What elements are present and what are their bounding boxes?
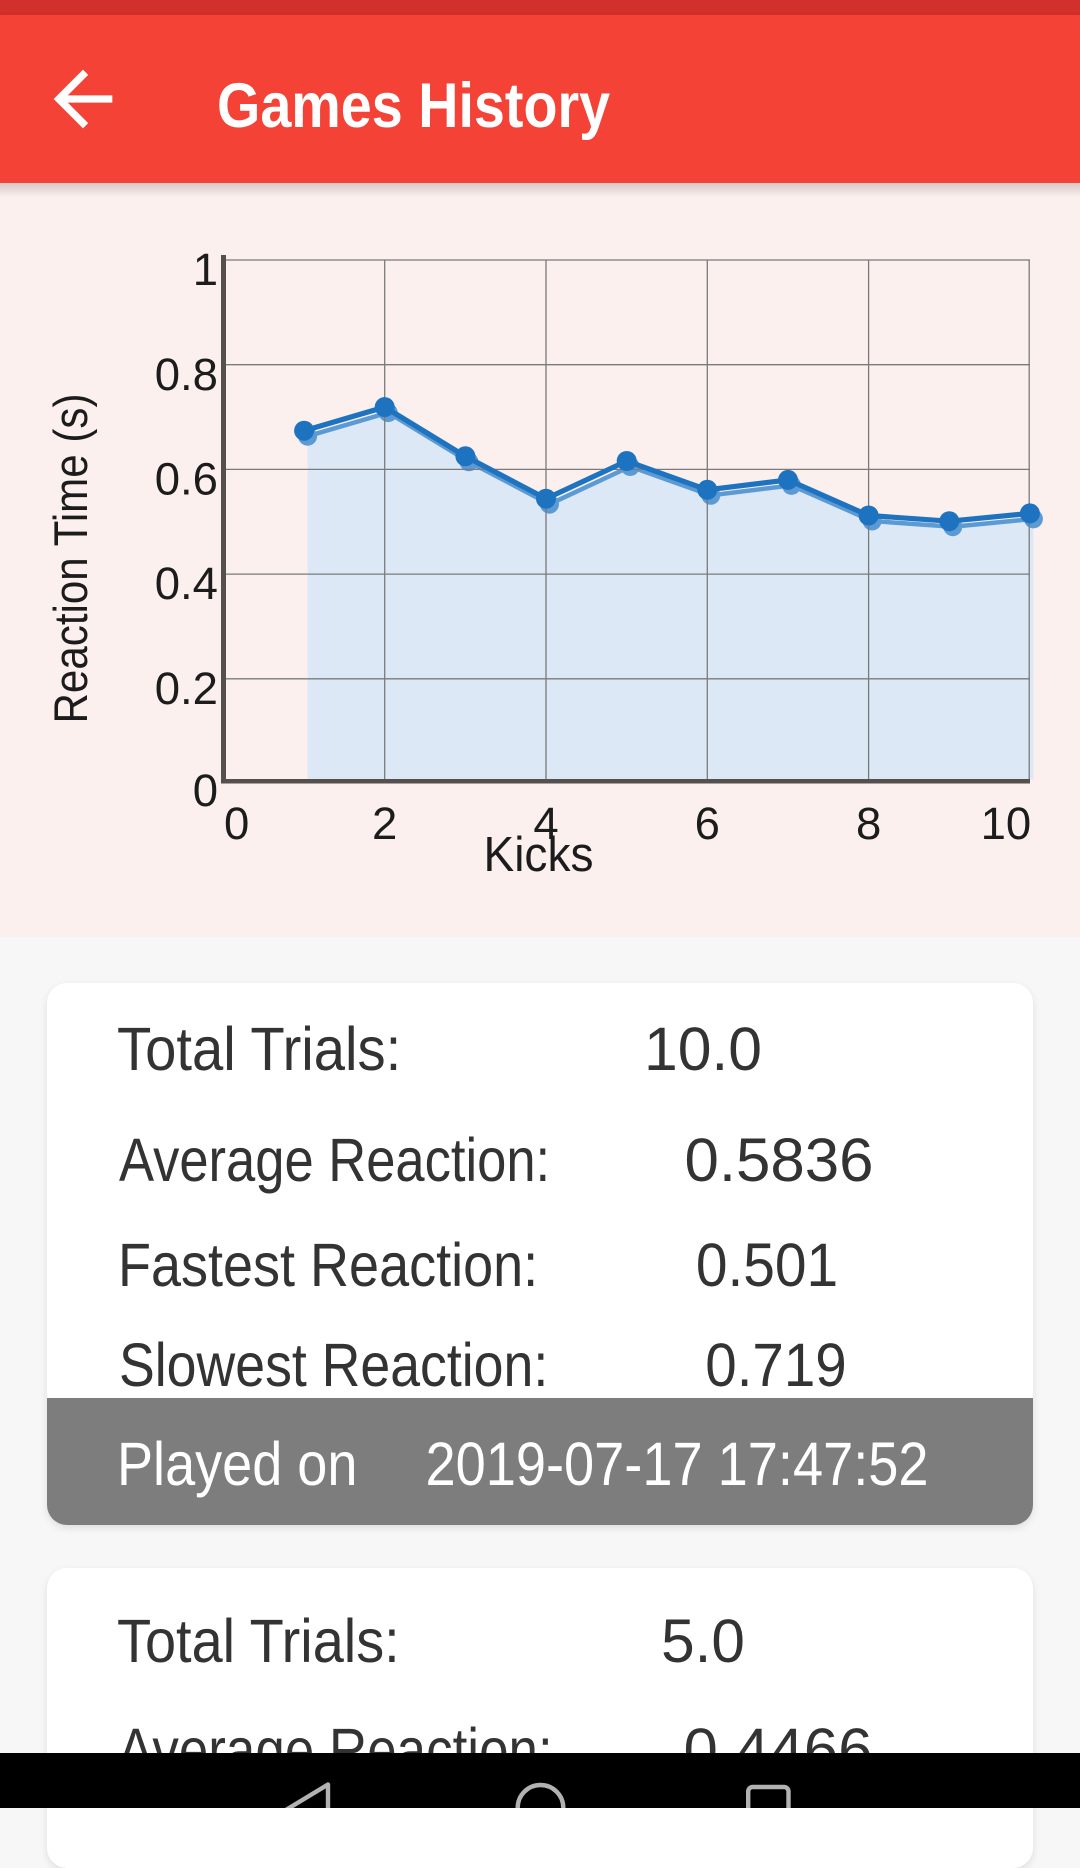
svg-text:0.8: 0.8: [155, 349, 218, 400]
svg-text:0.2: 0.2: [155, 663, 218, 714]
svg-text:Reaction Time (s): Reaction Time (s): [44, 394, 97, 724]
svg-text:1: 1: [193, 244, 218, 295]
svg-text:0.6: 0.6: [155, 454, 218, 505]
svg-text:0: 0: [224, 798, 249, 849]
svg-text:2: 2: [372, 798, 397, 849]
svg-text:4: 4: [533, 798, 558, 849]
svg-text:6: 6: [695, 798, 720, 849]
svg-text:8: 8: [856, 798, 881, 849]
svg-text:Kicks: Kicks: [484, 828, 594, 882]
svg-text:10: 10: [981, 798, 1032, 849]
svg-text:0.4: 0.4: [155, 558, 218, 609]
svg-text:0: 0: [193, 765, 218, 816]
